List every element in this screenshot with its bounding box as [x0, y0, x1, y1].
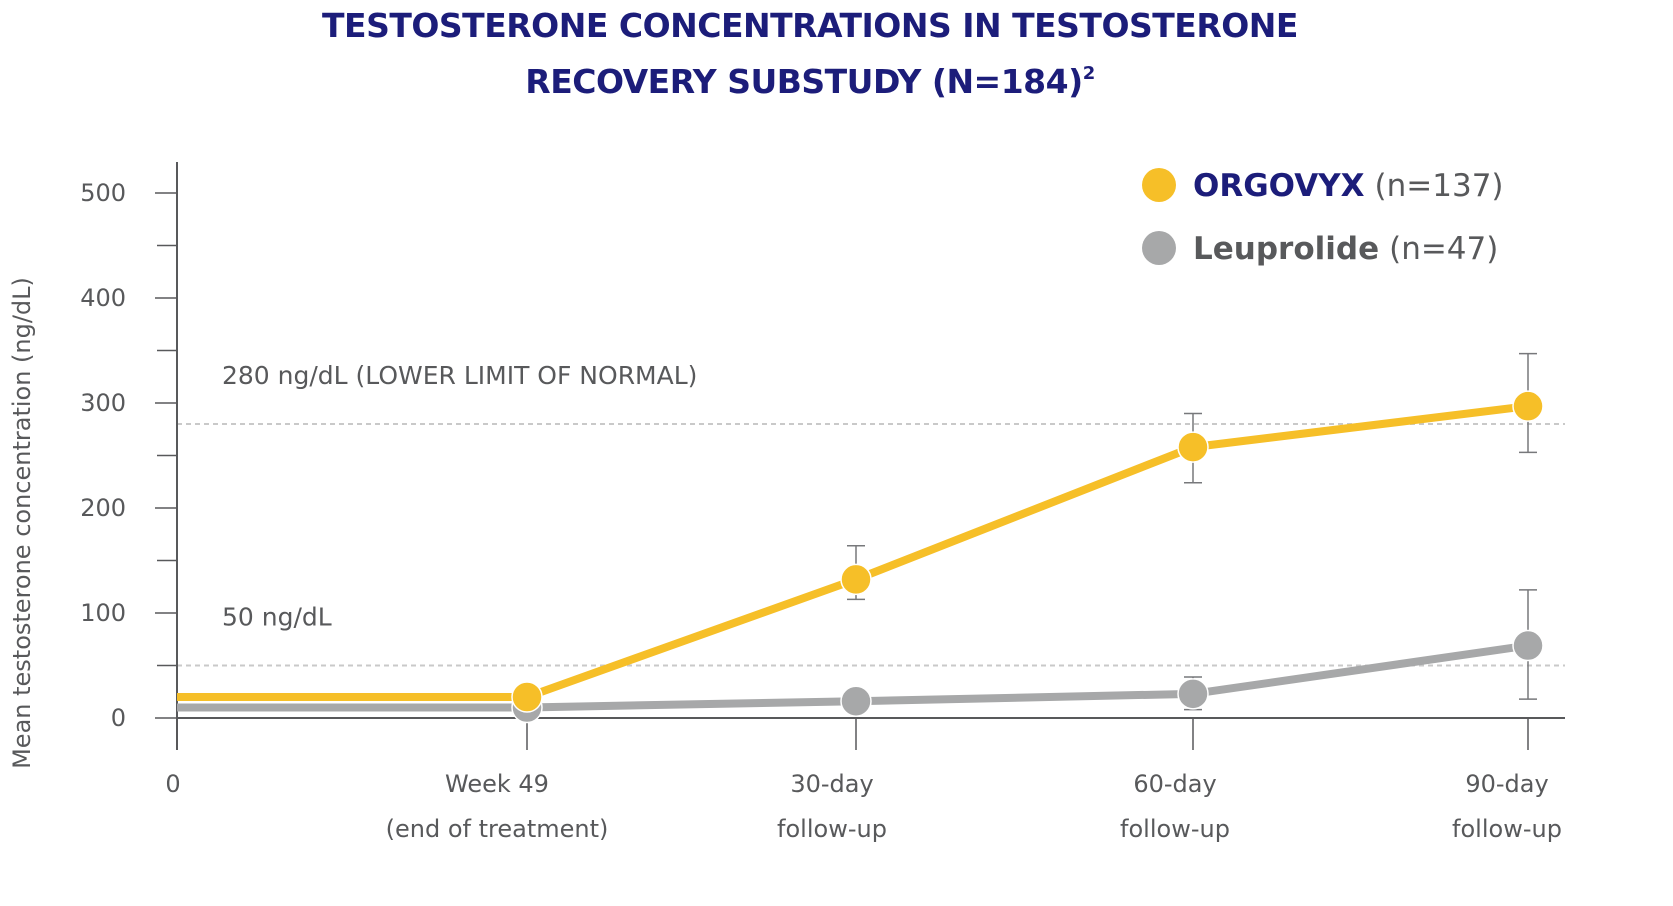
- legend-n-leuprolide: (n=47): [1389, 231, 1498, 267]
- data-point-leuprolide-2: [840, 685, 872, 717]
- y-axis-label: Mean testosterone concentration (ng/dL): [8, 277, 36, 769]
- series-layer: [177, 352, 1544, 724]
- data-point-orgovyx-2: [840, 563, 872, 596]
- legend-marker-orgovyx: [1142, 168, 1176, 202]
- reference-label-280: 280 ng/dL (LOWER LIMIT OF NORMAL): [222, 361, 697, 390]
- data-point-leuprolide-4: [1512, 629, 1544, 662]
- chart-title: TESTOSTERONE CONCENTRATIONS IN TESTOSTER…: [0, 2, 1620, 106]
- x-tick-label-1-0: Week 49: [445, 770, 549, 798]
- x-tick-label-4-1: follow-up: [1452, 815, 1562, 843]
- x-tick-label-2-0: 30-day: [790, 770, 873, 798]
- reference-label-50: 50 ng/dL: [222, 603, 332, 632]
- chart-title-line-2: RECOVERY SUBSTUDY (N=184)2: [0, 50, 1620, 106]
- legend-label-orgovyx: ORGOVYX: [1193, 168, 1365, 204]
- series-orgovyx: [177, 352, 1544, 713]
- x-tick-label-2-1: follow-up: [777, 815, 887, 843]
- y-tick-label-200: 200: [80, 494, 126, 522]
- x-tick-label-3-1: follow-up: [1120, 815, 1230, 843]
- y-tick-label-300: 300: [80, 389, 126, 417]
- reference-lines: 280 ng/dL (LOWER LIMIT OF NORMAL) 50 ng/d…: [177, 361, 1565, 667]
- chart-title-line-2-text: RECOVERY SUBSTUDY (N=184): [525, 62, 1083, 101]
- data-point-orgovyx-3: [1177, 431, 1209, 463]
- legend-marker-leuprolide: [1142, 231, 1176, 265]
- chart-title-line-1: TESTOSTERONE CONCENTRATIONS IN TESTOSTER…: [322, 6, 1298, 45]
- series-leuprolide: [177, 589, 1544, 724]
- y-tick-label-100: 100: [80, 599, 126, 627]
- x-tick-label-4-0: 90-day: [1465, 770, 1548, 798]
- x-tick-label-1-1: (end of treatment): [386, 815, 609, 843]
- y-tick-label-500: 500: [80, 179, 126, 207]
- series-line-orgovyx: [177, 402, 1529, 701]
- legend-n-orgovyx: (n=137): [1375, 168, 1504, 204]
- legend: ORGOVYX (n=137) Leuprolide (n=47): [1142, 168, 1504, 267]
- data-point-leuprolide-3: [1177, 678, 1209, 710]
- footnote-marker: 2: [1082, 63, 1096, 84]
- data-point-orgovyx-1: [511, 681, 543, 713]
- legend-label-leuprolide: Leuprolide: [1193, 231, 1379, 267]
- y-tick-label-400: 400: [80, 284, 126, 312]
- x-tick-label-0-0: 0: [165, 770, 180, 798]
- axes: 0 100 200 300 400 500 Mean testosterone concen…: [8, 162, 1565, 843]
- y-tick-label-0: 0: [111, 704, 126, 732]
- data-point-orgovyx-4: [1512, 390, 1544, 422]
- x-tick-label-3-0: 60-day: [1133, 770, 1216, 798]
